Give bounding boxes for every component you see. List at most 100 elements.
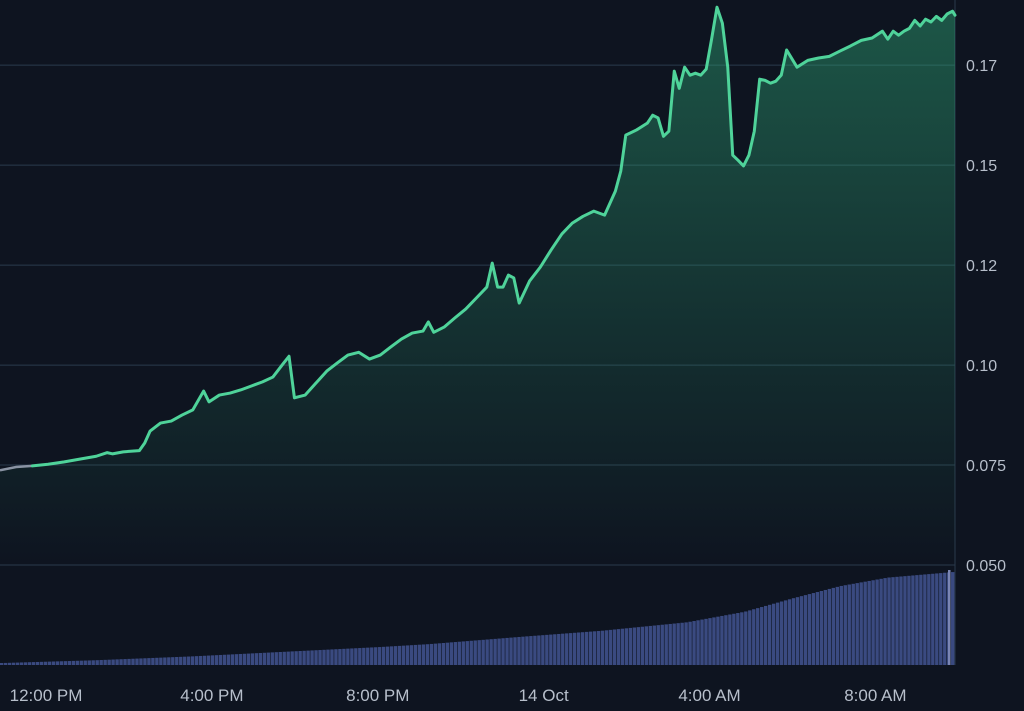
volume-bar bbox=[847, 584, 851, 665]
volume-bar bbox=[648, 625, 652, 665]
volume-bar bbox=[795, 597, 800, 665]
volume-bar bbox=[306, 650, 310, 665]
volume-bar bbox=[385, 646, 390, 665]
volume-bar bbox=[624, 628, 629, 665]
volume-bar bbox=[338, 649, 342, 665]
volume-bar bbox=[756, 608, 760, 665]
volume-bar bbox=[644, 626, 649, 665]
x-tick-label: 14 Oct bbox=[519, 686, 569, 705]
y-tick-label: 0.10 bbox=[966, 358, 997, 375]
x-tick-label: 8:00 PM bbox=[346, 686, 409, 705]
volume-bar bbox=[210, 655, 215, 665]
volume-bar bbox=[274, 652, 278, 665]
volume-bar bbox=[529, 636, 533, 665]
volume-bar bbox=[47, 661, 52, 665]
volume-bar bbox=[688, 621, 692, 665]
volume-bar bbox=[270, 652, 274, 665]
volume-bar bbox=[39, 661, 44, 665]
volume-bar bbox=[27, 662, 32, 665]
volume-bar bbox=[298, 651, 302, 665]
volume-bar bbox=[501, 638, 505, 665]
volume-bar bbox=[19, 662, 24, 665]
volume-bar bbox=[839, 585, 843, 665]
volume-bar bbox=[724, 615, 728, 665]
volume-bar bbox=[266, 652, 270, 665]
volume-bar bbox=[425, 644, 430, 665]
volume-bar bbox=[123, 659, 127, 665]
volume-bar bbox=[628, 627, 633, 665]
volume-bar bbox=[561, 633, 565, 665]
volume-bar bbox=[115, 659, 119, 665]
volume-bar bbox=[863, 581, 867, 665]
volume-bar bbox=[620, 628, 625, 665]
volume-bar bbox=[99, 660, 103, 665]
volume-bar bbox=[545, 634, 549, 665]
volume-bar bbox=[397, 645, 402, 665]
volume-bar bbox=[393, 646, 398, 665]
volume-bar bbox=[43, 661, 48, 665]
volume-bar bbox=[656, 625, 660, 665]
volume-bar bbox=[366, 647, 370, 665]
volume-bar bbox=[449, 642, 454, 665]
volume-bar bbox=[612, 629, 617, 665]
volume-bar bbox=[214, 655, 219, 665]
volume-bar bbox=[107, 659, 111, 665]
volume-bar bbox=[676, 623, 680, 665]
volume-bar bbox=[927, 574, 931, 665]
volume-bar bbox=[931, 573, 935, 665]
volume-bar bbox=[374, 647, 378, 665]
volume-bar bbox=[513, 637, 517, 665]
volume-bar bbox=[143, 658, 147, 665]
volume-bar bbox=[179, 656, 183, 665]
volume-bar bbox=[226, 654, 231, 665]
volume-bar bbox=[700, 619, 704, 665]
volume-bar bbox=[664, 624, 668, 665]
volume-bar bbox=[521, 636, 525, 665]
volume-bar bbox=[708, 618, 712, 665]
volume-bar bbox=[218, 654, 223, 665]
volume-bar bbox=[103, 659, 107, 665]
volume-bar bbox=[95, 660, 99, 665]
volume-bar bbox=[831, 587, 836, 665]
volume-bar bbox=[596, 631, 601, 665]
volume-bar bbox=[433, 643, 438, 665]
y-tick-label: 0.075 bbox=[966, 458, 1006, 475]
volume-bar bbox=[119, 659, 123, 665]
volume-bar bbox=[712, 617, 716, 665]
volume-bar bbox=[899, 576, 903, 665]
volume-bar bbox=[923, 574, 927, 665]
volume-bar bbox=[51, 661, 56, 665]
volume-bar bbox=[489, 639, 493, 665]
volume-bar bbox=[91, 660, 95, 665]
volume-bar bbox=[871, 580, 875, 665]
x-tick-label: 8:00 AM bbox=[844, 686, 906, 705]
volume-bar bbox=[75, 660, 79, 665]
volume-bar bbox=[919, 574, 923, 665]
volume-bar bbox=[55, 661, 60, 665]
volume-bar bbox=[891, 577, 895, 665]
volume-bar bbox=[525, 636, 529, 665]
volume-bar bbox=[437, 643, 442, 665]
y-tick-label: 0.17 bbox=[966, 58, 997, 75]
x-tick-label: 4:00 PM bbox=[180, 686, 243, 705]
volume-bar bbox=[855, 583, 859, 665]
volume-bar bbox=[576, 632, 581, 665]
price-area-fill bbox=[0, 7, 955, 565]
volume-bar bbox=[222, 654, 227, 665]
volume-bar bbox=[282, 651, 286, 665]
volume-bar bbox=[473, 640, 477, 665]
volume-bar bbox=[342, 648, 346, 665]
volume-bar bbox=[600, 630, 605, 665]
volume-bar bbox=[445, 642, 450, 665]
volume-bar bbox=[330, 649, 334, 665]
volume-bar bbox=[533, 635, 537, 665]
volume-bar bbox=[465, 641, 469, 665]
volume-bar bbox=[736, 613, 740, 665]
volume-bar bbox=[382, 646, 386, 665]
volume-bar bbox=[517, 636, 521, 665]
volume-bar bbox=[0, 663, 4, 665]
volume-bar bbox=[771, 603, 776, 665]
volume-bar bbox=[71, 660, 76, 665]
volume-bar bbox=[672, 623, 676, 665]
volume-bar bbox=[346, 648, 350, 665]
